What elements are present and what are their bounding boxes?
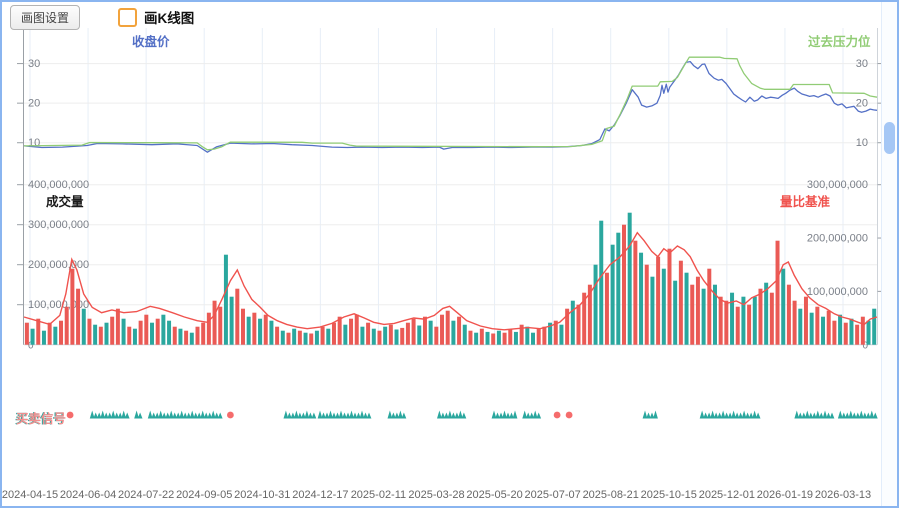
svg-text:20: 20 — [28, 98, 40, 110]
svg-text:2026-01-19: 2026-01-19 — [757, 489, 813, 501]
svg-text:2024-09-05: 2024-09-05 — [176, 489, 232, 501]
draw-settings-button[interactable]: 画图设置 — [10, 4, 81, 30]
svg-text:2024-04-15: 2024-04-15 — [2, 489, 58, 501]
volume-ratio-line — [23, 231, 878, 331]
svg-text:2024-12-17: 2024-12-17 — [292, 489, 348, 501]
svg-text:300,000,000: 300,000,000 — [807, 179, 868, 191]
toolbar: 画图设置 画K线图 — [2, 2, 897, 30]
resistance-line — [23, 56, 878, 151]
close-price-line — [23, 60, 878, 153]
kline-checkbox-group: 画K线图 — [118, 7, 194, 27]
svg-text:2025-03-28: 2025-03-28 — [408, 489, 464, 501]
volume-series-label: 成交量 — [46, 195, 84, 209]
svg-text:200,000,000: 200,000,000 — [807, 233, 868, 245]
signal-markers — [66, 410, 878, 419]
svg-text:2026-03-13: 2026-03-13 — [815, 489, 871, 501]
vertical-scrollbar-thumb[interactable] — [884, 122, 895, 154]
svg-text:2024-06-04: 2024-06-04 — [60, 489, 116, 501]
svg-text:2025-05-20: 2025-05-20 — [466, 489, 522, 501]
y-axis-labels: 1010202030304040100,000,000200,000,00030… — [28, 19, 868, 352]
svg-text:2024-07-22: 2024-07-22 — [118, 489, 174, 501]
svg-text:2025-12-01: 2025-12-01 — [699, 489, 755, 501]
gridlines — [24, 23, 877, 345]
volume-ratio-series-label: 量比基准 — [780, 195, 831, 209]
svg-text:2025-02-11: 2025-02-11 — [351, 489, 406, 501]
svg-text:30: 30 — [856, 58, 868, 70]
svg-text:300,000,000: 300,000,000 — [28, 219, 89, 231]
svg-text:30: 30 — [28, 58, 40, 70]
svg-text:10: 10 — [856, 137, 868, 149]
svg-text:0: 0 — [862, 341, 868, 352]
svg-text:400,000,000: 400,000,000 — [28, 179, 89, 191]
volume-bars — [24, 212, 877, 345]
svg-text:200,000,000: 200,000,000 — [28, 259, 89, 271]
kline-checkbox-label: 画K线图 — [144, 11, 195, 26]
svg-text:2025-08-21: 2025-08-21 — [583, 489, 639, 501]
x-axis-labels: 2024-04-15 2024-06-04 2024-07-22 2024-09-05… — [2, 489, 871, 501]
trade-signal-label: 买卖信号 — [16, 412, 67, 426]
svg-text:20: 20 — [856, 98, 868, 110]
svg-text:2025-10-15: 2025-10-15 — [641, 489, 697, 501]
svg-text:100,000,000: 100,000,000 — [807, 286, 868, 298]
svg-text:0: 0 — [28, 341, 34, 352]
svg-text:2025-07-07: 2025-07-07 — [525, 489, 581, 501]
resistance-series-label: 过去压力位 — [808, 35, 871, 49]
close-price-series-label: 收盘价 — [132, 35, 170, 49]
vertical-scrollbar-track[interactable] — [881, 2, 897, 506]
kline-checkbox[interactable] — [118, 7, 138, 27]
svg-text:2024-10-31: 2024-10-31 — [234, 489, 290, 501]
